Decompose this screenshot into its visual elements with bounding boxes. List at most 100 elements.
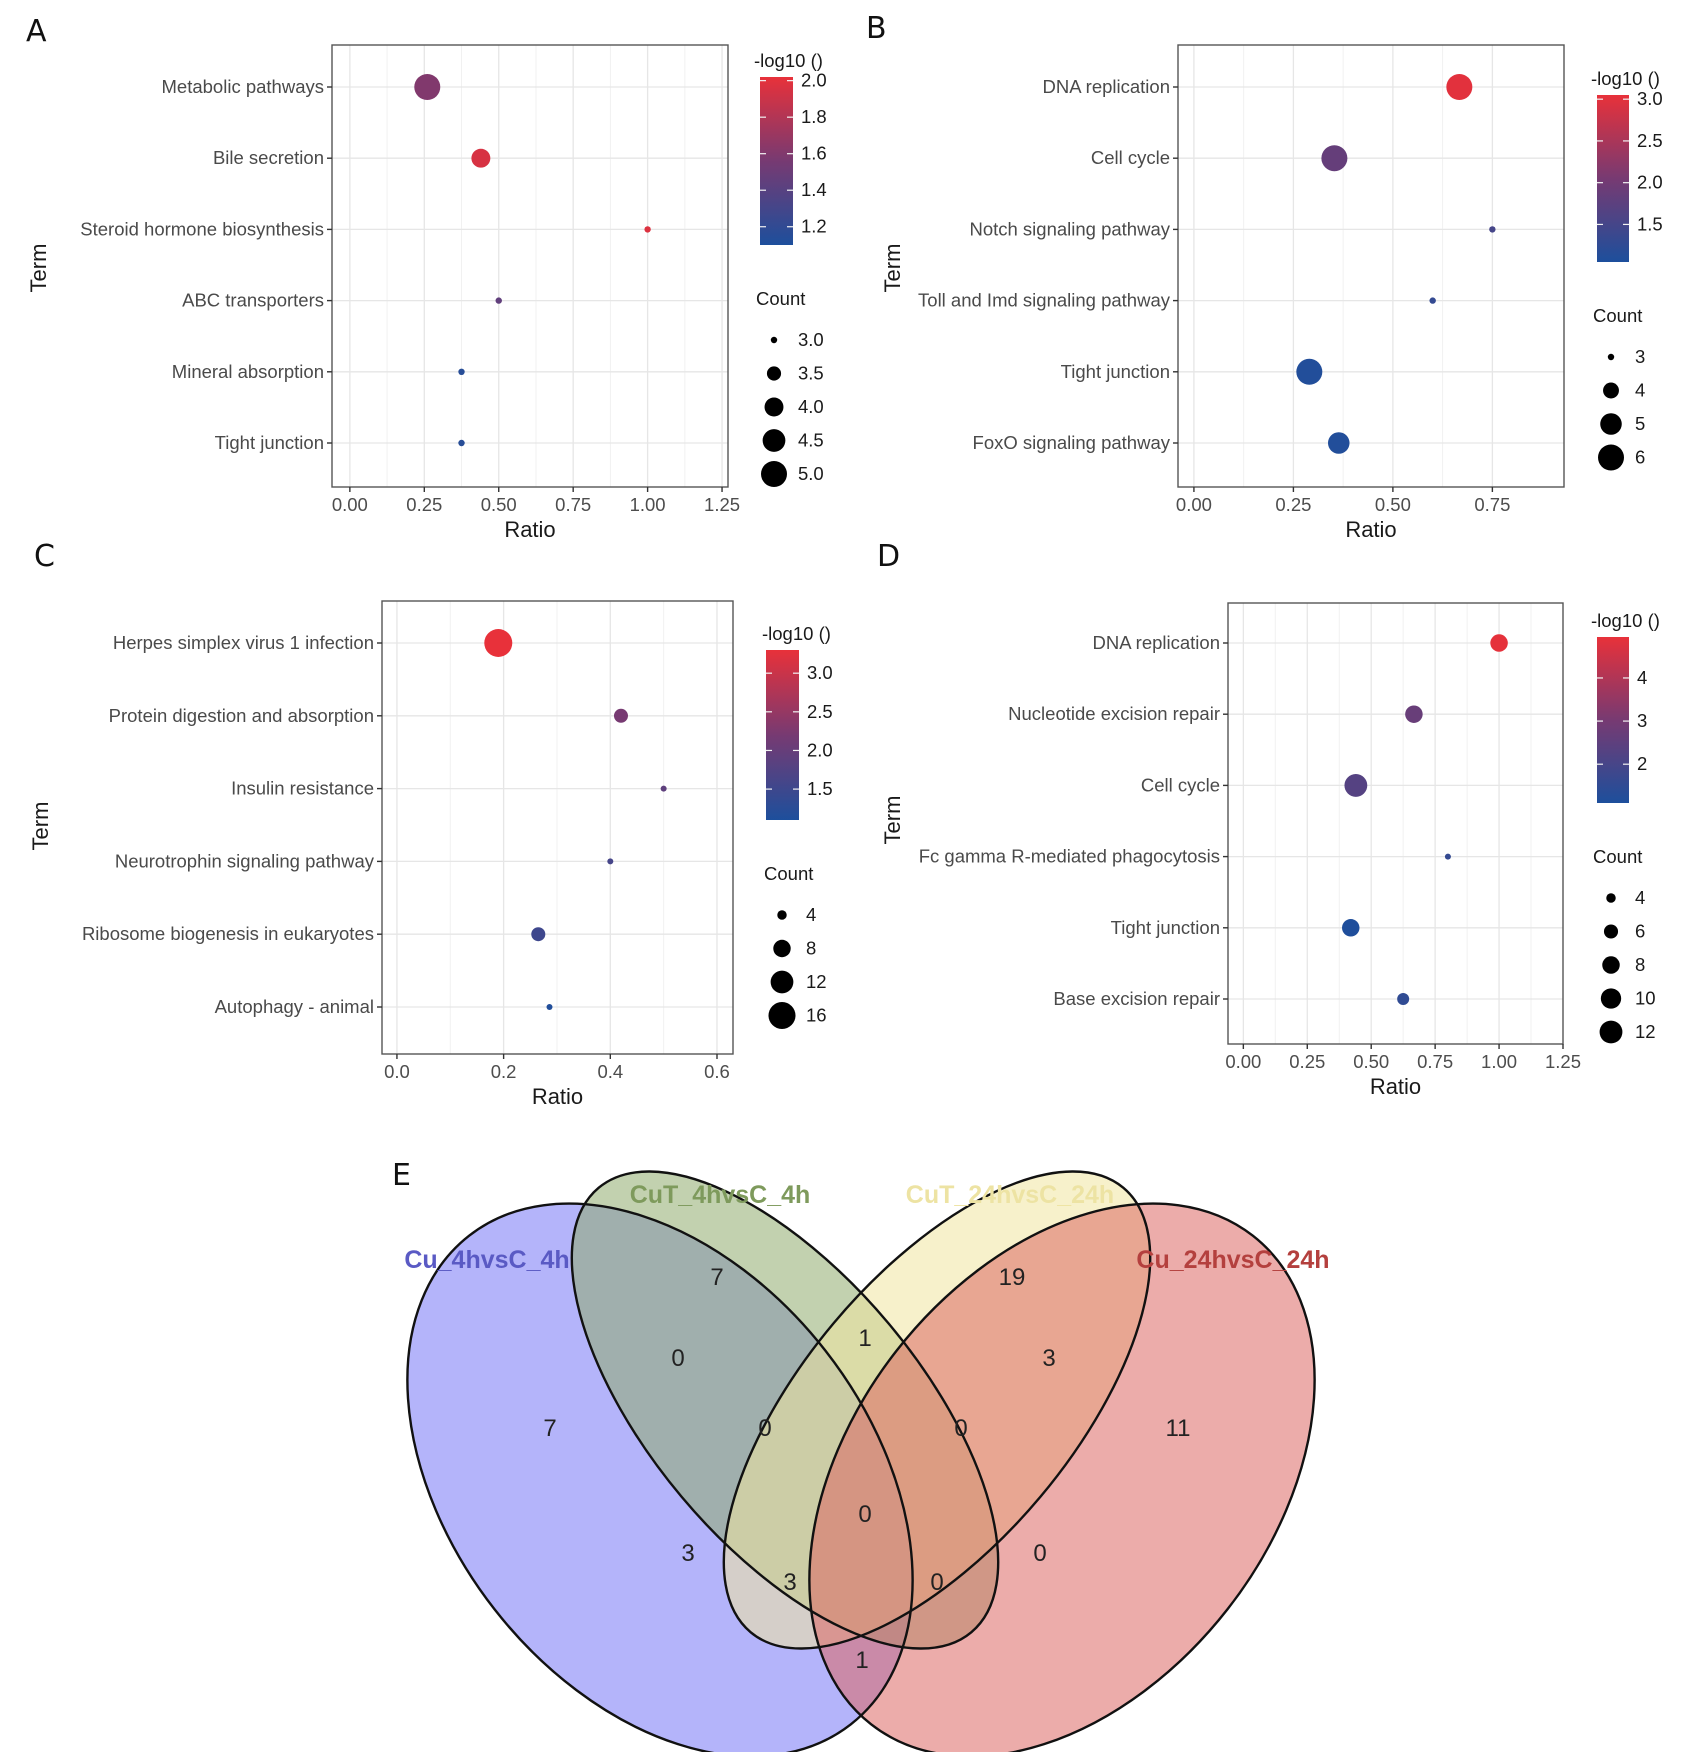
size-legend-key (777, 910, 787, 920)
data-point (531, 927, 546, 942)
color-bar-label: 2.0 (807, 739, 833, 760)
x-tick-label: 0.2 (491, 1061, 517, 1082)
size-legend-label: 8 (806, 938, 816, 959)
x-tick-label: 0.50 (1375, 494, 1411, 515)
size-legend-key (761, 461, 787, 487)
data-point (1490, 634, 1508, 652)
data-point (1405, 705, 1423, 723)
color-bar (760, 77, 793, 245)
color-legend-title: -log10 () (1591, 610, 1660, 631)
size-legend-key (773, 939, 791, 958)
x-axis-title: Ratio (532, 1084, 583, 1109)
term-label: Cell cycle (1091, 147, 1170, 168)
color-bar-label: 2.5 (807, 701, 833, 722)
size-legend-title: Count (1593, 846, 1642, 867)
size-legend-key (766, 366, 782, 381)
size-legend-label: 10 (1635, 988, 1656, 1009)
y-axis-title: Term (28, 802, 53, 851)
color-legend-title: -log10 () (762, 623, 831, 644)
size-legend-label: 4 (1635, 887, 1645, 908)
size-legend-key (1603, 382, 1619, 399)
size-legend-title: Count (764, 863, 813, 884)
plot-area (1178, 45, 1564, 487)
venn-region-count: 1 (855, 1647, 868, 1674)
term-label: DNA replication (1092, 632, 1220, 653)
color-bar-label: 2.0 (801, 70, 827, 91)
venn-set-outline (808, 1202, 1316, 1752)
term-label: Fc gamma R-mediated phagocytosis (919, 846, 1220, 867)
size-legend-label: 4 (806, 904, 816, 925)
term-label: Autophagy - animal (215, 996, 374, 1017)
term-label: Metabolic pathways (162, 76, 324, 97)
data-point (471, 148, 491, 168)
venn-region-count: 0 (930, 1569, 943, 1596)
term-label: Neurotrophin signaling pathway (115, 850, 375, 871)
term-label: Notch signaling pathway (969, 218, 1170, 239)
y-axis-title: Term (880, 796, 905, 845)
panel-label-b: B (866, 11, 887, 46)
size-legend-label: 16 (806, 1005, 827, 1026)
size-legend-label: 3.0 (798, 329, 824, 350)
x-tick-label: 0.0 (384, 1061, 410, 1082)
panel-label-e: E (392, 1158, 411, 1193)
plot-border (331, 44, 729, 488)
size-legend-title: Count (756, 288, 805, 309)
size-legend-label: 6 (1635, 921, 1645, 942)
plot-area (1228, 603, 1563, 1044)
x-axis-title: Ratio (1370, 1074, 1421, 1099)
x-tick-label: 0.25 (406, 494, 442, 515)
data-point (607, 858, 614, 865)
size-legend-label: 12 (1635, 1021, 1656, 1042)
size-legend-key (1602, 956, 1620, 974)
size-legend-label: 3 (1635, 346, 1645, 367)
color-bar-label: 3.0 (807, 662, 833, 683)
venn-set-outline (406, 1202, 914, 1752)
data-point (1489, 226, 1496, 233)
venn-region-count: 0 (858, 1501, 871, 1528)
plot-border (1177, 44, 1565, 488)
size-legend-key (768, 1001, 796, 1030)
data-point (1321, 145, 1348, 172)
size-legend-label: 8 (1635, 954, 1645, 975)
size-legend-key (770, 336, 778, 344)
x-tick-label: 0.75 (1474, 494, 1510, 515)
size-legend-key (1599, 1020, 1623, 1044)
term-label: Protein digestion and absorption (109, 705, 374, 726)
x-tick-label: 0.00 (1176, 494, 1212, 515)
venn-set-label: Cu_24hvsC_24h (1136, 1246, 1329, 1274)
size-legend-key (764, 397, 784, 417)
size-legend-key (1600, 413, 1622, 435)
data-point (495, 297, 502, 304)
venn-region-count: 0 (1033, 1540, 1046, 1567)
venn-diagram: Cu_4hvsC_4h CuT_4hvsC_4h CuT_24hvsC_24h Cu_… (404, 1170, 1330, 1752)
term-label: Cell cycle (1141, 774, 1220, 795)
x-tick-label: 0.00 (332, 494, 368, 515)
color-bar-label: 1.6 (801, 143, 827, 164)
size-legend-label: 5.0 (798, 463, 824, 484)
term-label: DNA replication (1042, 76, 1170, 97)
x-tick-label: 0.4 (597, 1061, 623, 1082)
term-label: FoxO signaling pathway (973, 432, 1171, 453)
size-legend-label: 4 (1635, 380, 1645, 401)
x-tick-label: 1.00 (630, 494, 666, 515)
term-label: Tight junction (1111, 917, 1220, 938)
dotplot-a: 0.00 0.25 0.50 0.75 1.00 1.25 Ratio Term Metabol… (26, 44, 827, 542)
color-bar-label: 2.5 (1637, 130, 1663, 151)
x-tick-label: 0.00 (1225, 1051, 1261, 1072)
size-legend-key (1600, 988, 1622, 1009)
x-tick-label: 0.50 (481, 494, 517, 515)
panel-label-c: C (34, 539, 55, 574)
size-legend-label: 3.5 (798, 363, 824, 384)
size-legend-key (1598, 444, 1624, 471)
term-label: Toll and Imd signaling pathway (918, 290, 1171, 311)
color-bar (766, 650, 799, 820)
data-point (1296, 358, 1323, 385)
color-bar-label: 1.5 (1637, 213, 1663, 234)
size-legend-label: 6 (1635, 447, 1645, 468)
x-axis-title: Ratio (1345, 517, 1396, 542)
data-point (1327, 432, 1350, 454)
dotplot-d: 0.00 0.25 0.50 0.75 1.00 1.25 Ratio Term DNA rep… (880, 602, 1660, 1099)
data-point (644, 226, 651, 233)
data-point (1341, 919, 1360, 937)
x-tick-label: 0.25 (1289, 1051, 1325, 1072)
